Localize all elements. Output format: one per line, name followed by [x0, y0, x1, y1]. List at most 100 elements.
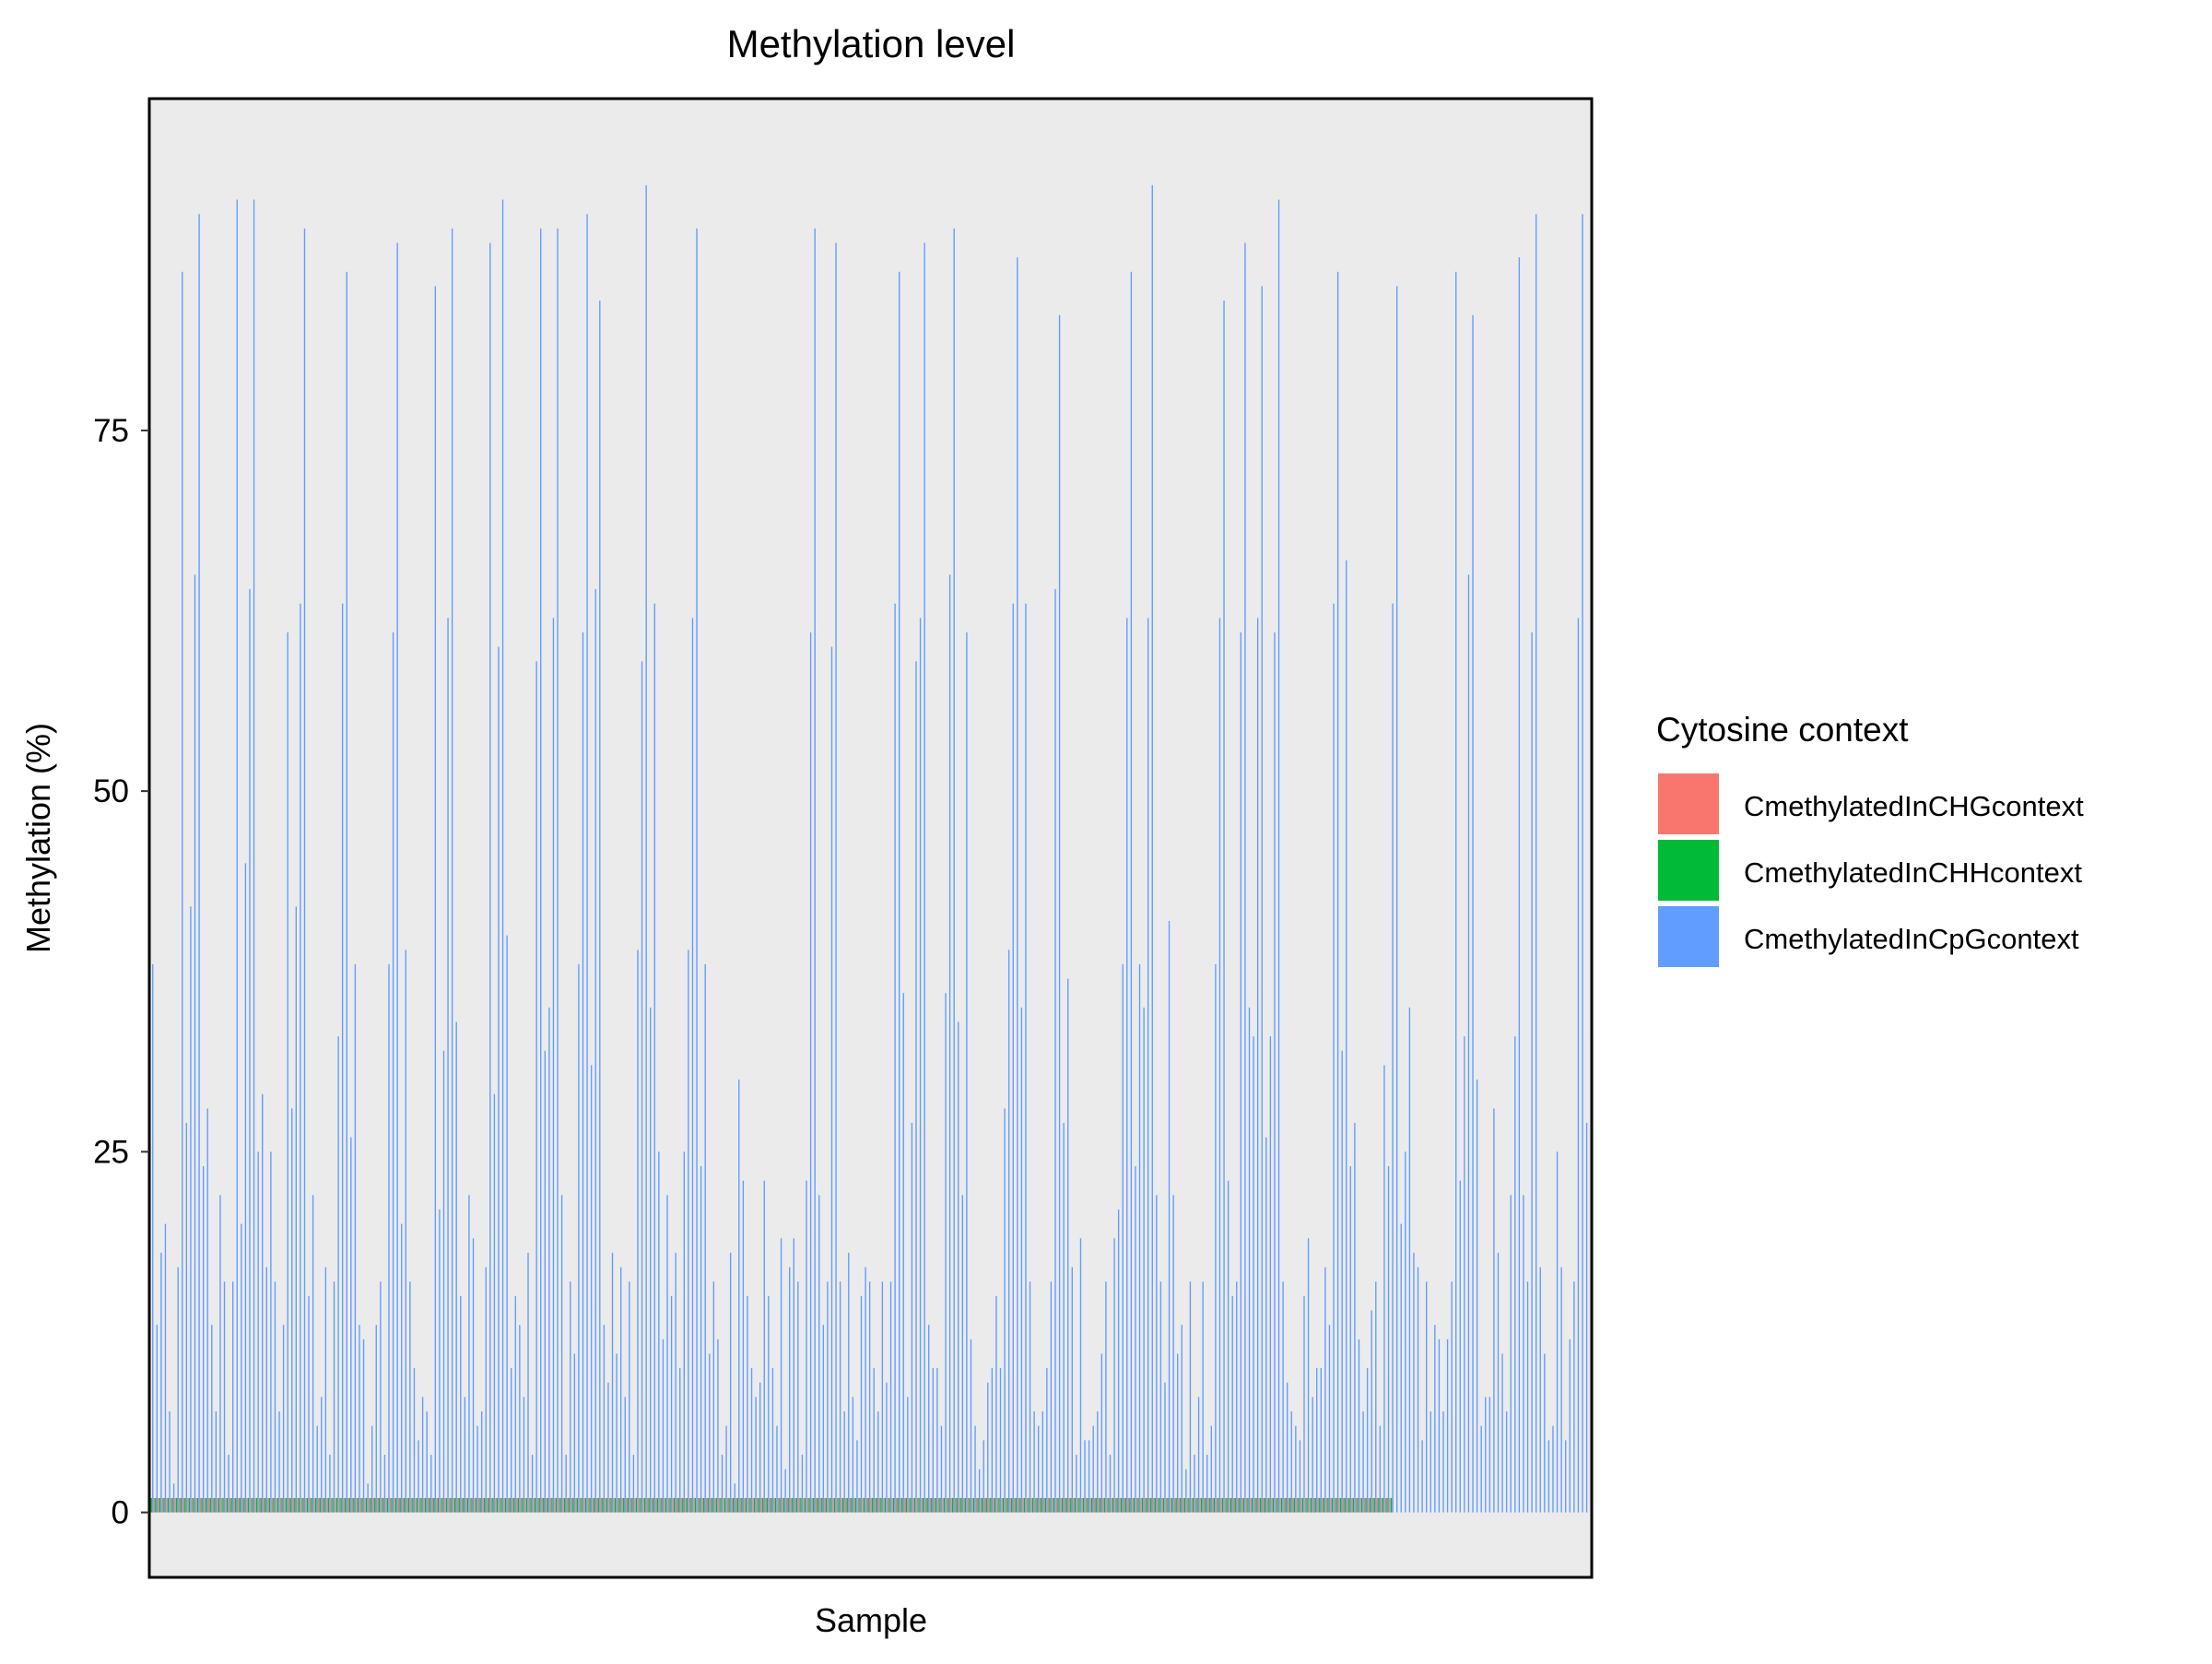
bar: [485, 1267, 487, 1513]
bar: [1250, 1497, 1252, 1513]
bar: [851, 1497, 853, 1513]
bar: [185, 1123, 188, 1513]
bar: [1544, 1353, 1546, 1513]
bar: [308, 1295, 310, 1513]
bar: [993, 1497, 994, 1513]
bar: [1063, 1123, 1065, 1513]
bar: [975, 1497, 978, 1513]
bar: [236, 199, 238, 1513]
bar: [1085, 1497, 1088, 1513]
bar: [571, 1497, 572, 1513]
bar: [324, 1267, 327, 1513]
bar: [1161, 1497, 1163, 1513]
bar: [666, 1195, 668, 1513]
bar: [960, 1497, 962, 1513]
bar: [664, 1497, 665, 1513]
bar: [1287, 1382, 1288, 1513]
bar: [1459, 1180, 1461, 1513]
bar: [1102, 1497, 1104, 1513]
bar: [918, 1497, 920, 1513]
bar: [1015, 1497, 1017, 1513]
bar: [314, 1497, 317, 1513]
bar: [1117, 1209, 1120, 1513]
bar: [1480, 1425, 1482, 1513]
bar: [572, 1497, 574, 1513]
bar: [318, 1497, 320, 1513]
bar: [279, 1497, 282, 1513]
bar: [707, 1497, 709, 1513]
bar: [1346, 560, 1347, 1513]
bar: [1041, 1411, 1043, 1513]
bar: [1331, 1497, 1334, 1513]
bar: [1162, 1497, 1165, 1513]
bar: [908, 1497, 911, 1513]
bar: [380, 1281, 382, 1513]
bar: [498, 646, 500, 1513]
bar: [749, 1497, 751, 1513]
bar: [1074, 1497, 1077, 1513]
bar: [437, 1497, 440, 1513]
bar: [490, 1497, 493, 1513]
bar: [1434, 1325, 1436, 1513]
bar: [741, 1497, 743, 1513]
bar: [1130, 271, 1133, 1513]
bar: [744, 1497, 746, 1513]
bar: [329, 1454, 331, 1513]
bar: [1028, 1497, 1030, 1513]
bar: [573, 1353, 576, 1513]
bar: [1114, 1497, 1117, 1513]
bar: [1263, 1497, 1265, 1513]
bar: [241, 1497, 244, 1513]
bar: [1194, 1497, 1197, 1513]
bar: [461, 1497, 463, 1513]
series-CmethylatedInCHHcontext: [150, 1497, 1393, 1513]
bar: [739, 1497, 742, 1513]
bar: [488, 1497, 489, 1513]
bar: [340, 1497, 342, 1513]
bar: [1258, 1497, 1260, 1513]
bar: [1438, 1339, 1441, 1513]
y-axis: 0 25 50 75: [93, 413, 149, 1531]
bar: [701, 1497, 703, 1513]
bar: [1143, 1007, 1145, 1513]
bar: [655, 1497, 657, 1513]
bar: [1078, 1497, 1080, 1513]
bar: [568, 1497, 570, 1513]
bar: [753, 1497, 756, 1513]
bar: [480, 1411, 483, 1513]
bar: [513, 1497, 515, 1513]
bar: [1224, 1497, 1227, 1513]
bar: [868, 1281, 871, 1513]
bar: [169, 1411, 171, 1513]
bar: [1095, 1497, 1097, 1513]
bar: [1196, 1497, 1198, 1513]
bar: [447, 618, 449, 1513]
bar: [512, 1497, 513, 1513]
bar: [1033, 1411, 1035, 1513]
bar: [1186, 1497, 1189, 1513]
bar: [794, 1497, 796, 1513]
bar: [982, 1440, 984, 1513]
bar: [1348, 1497, 1350, 1513]
bar: [1164, 1382, 1166, 1513]
bar: [536, 1497, 539, 1513]
bar: [947, 1497, 949, 1513]
bar: [163, 1497, 165, 1513]
bar: [1298, 1497, 1300, 1513]
bar: [889, 1281, 892, 1513]
bar: [238, 1497, 240, 1513]
bar: [704, 963, 706, 1513]
bar: [696, 228, 698, 1513]
bar: [268, 1497, 271, 1513]
bar: [606, 1497, 608, 1513]
bar: [1285, 1497, 1287, 1513]
bar: [1020, 1007, 1023, 1513]
bar: [260, 1497, 262, 1513]
bar: [321, 1397, 323, 1513]
bar: [217, 1497, 218, 1513]
bar: [457, 1497, 459, 1513]
bar: [365, 1497, 368, 1513]
bar: [1189, 1281, 1192, 1513]
bar: [800, 1497, 802, 1513]
bar: [202, 1166, 205, 1513]
